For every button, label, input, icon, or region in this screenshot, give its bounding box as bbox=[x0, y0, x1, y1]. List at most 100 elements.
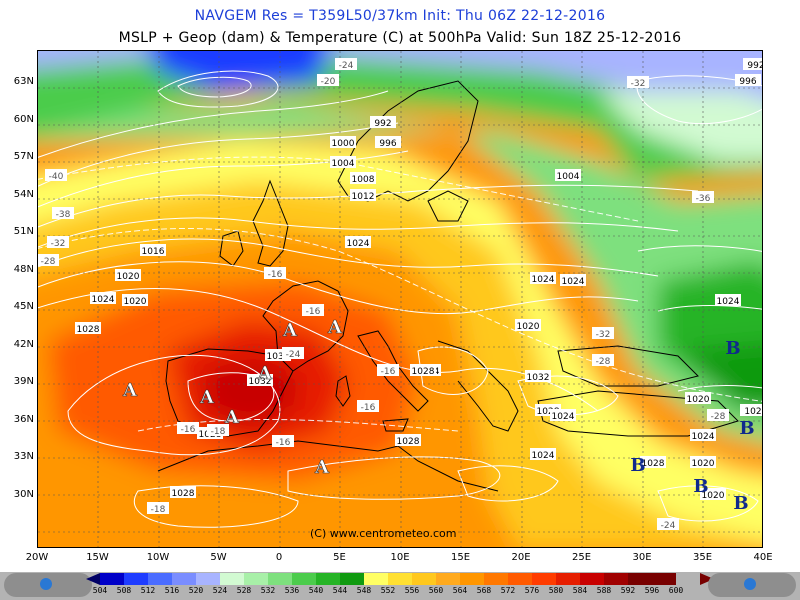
isobar-label-bg bbox=[555, 169, 581, 181]
legend-level: 596 bbox=[644, 586, 660, 595]
centrometeo-logo-left[interactable]: centrometeo bbox=[4, 573, 92, 597]
isobar-label-bg bbox=[700, 488, 726, 500]
legend-swatch bbox=[580, 573, 604, 585]
legend-level: 572 bbox=[500, 586, 516, 595]
isobar-label: 1024 bbox=[92, 295, 115, 305]
isobar-label: 1020 bbox=[124, 297, 147, 307]
lat-label: 48N bbox=[13, 263, 34, 275]
lat-label: 63N bbox=[13, 76, 34, 87]
lat-label: 60N bbox=[13, 113, 34, 125]
lat-label: 45N bbox=[13, 301, 34, 312]
isobar-label-bg bbox=[640, 456, 666, 468]
isobar-label-bg bbox=[247, 374, 273, 386]
isobar-label: 996 bbox=[379, 139, 396, 149]
legend-swatch bbox=[244, 573, 268, 585]
temp-label-bg bbox=[707, 409, 729, 421]
legend-level: 556 bbox=[404, 586, 420, 595]
isobars bbox=[38, 70, 762, 528]
isobar-label: 1028 bbox=[412, 367, 435, 377]
legend-swatch bbox=[628, 573, 652, 585]
temp-label-bg bbox=[272, 435, 294, 447]
legend-level: 516 bbox=[164, 586, 180, 595]
temperature-label: -28 bbox=[596, 357, 611, 367]
lat-label: 51N bbox=[13, 226, 34, 237]
isobar-label-bg bbox=[743, 58, 762, 70]
low-pressure-marker: B bbox=[693, 476, 708, 497]
lon-label: 40E bbox=[753, 552, 773, 563]
legend-level: 520 bbox=[188, 586, 204, 595]
high-pressure-marker: A bbox=[224, 407, 240, 428]
temperature-label: -18 bbox=[211, 427, 226, 437]
isobar-label: 1028 bbox=[397, 437, 420, 447]
temperature-label: -16 bbox=[181, 425, 196, 435]
isobar-label-bg bbox=[550, 409, 576, 421]
isobar-label: 1028 bbox=[642, 459, 665, 469]
isobar-label-bg bbox=[690, 429, 716, 441]
isobar-label-bg bbox=[560, 274, 586, 286]
temp-label-bg bbox=[692, 191, 714, 203]
isobar-label: 1028 bbox=[77, 325, 100, 335]
lon-label: 10W bbox=[146, 552, 170, 563]
lon-label: 0 bbox=[275, 552, 283, 563]
isobar-label-bg bbox=[685, 392, 711, 404]
high-pressure-marker: A bbox=[314, 457, 330, 478]
temp-label-bg bbox=[264, 267, 286, 279]
legend-swatch bbox=[388, 573, 412, 585]
high-pressure-marker: A bbox=[122, 380, 138, 401]
temp-label-bg bbox=[335, 58, 357, 70]
lon-label: 25E bbox=[571, 552, 592, 563]
legend-swatch bbox=[100, 573, 124, 585]
legend-swatch bbox=[532, 573, 556, 585]
high-pressure-marker: A bbox=[327, 317, 343, 338]
legend-level: 548 bbox=[356, 586, 372, 595]
legend-swatch bbox=[652, 573, 676, 585]
temperature-label: -40 bbox=[49, 172, 64, 182]
temperature-label: -24 bbox=[286, 350, 301, 360]
legend-level: 544 bbox=[332, 586, 348, 595]
temperature-label: -28 bbox=[711, 412, 726, 422]
temp-label-bg bbox=[592, 327, 614, 339]
isobar-label: 1024 bbox=[532, 275, 555, 285]
model-run-title: NAVGEM Res = T359L50/37km Init: Thu 06Z … bbox=[194, 8, 606, 24]
high-pressure-marker: A bbox=[199, 387, 215, 408]
low-pressure-marker: B bbox=[725, 338, 740, 359]
isobar-label: 996 bbox=[739, 77, 756, 87]
isobar-label: 1028 bbox=[537, 407, 560, 417]
temperature-label: -36 bbox=[696, 194, 711, 204]
low-pressure-marker: B bbox=[630, 455, 645, 476]
legend-level: 580 bbox=[548, 586, 564, 595]
temp-label-bg bbox=[177, 422, 199, 434]
temp-label-bg bbox=[627, 76, 649, 88]
isobar-label: 992 bbox=[374, 119, 391, 129]
globe-icon bbox=[40, 578, 52, 590]
legend-level: 584 bbox=[572, 586, 588, 595]
temp-label-bg bbox=[377, 364, 399, 376]
isobar-label: 1020 bbox=[117, 272, 140, 282]
isobar-label-bg bbox=[122, 294, 148, 306]
isobar-label-bg bbox=[410, 364, 436, 376]
isobar-label: 1000 bbox=[332, 139, 355, 149]
temp-label-bg bbox=[282, 347, 304, 359]
temperature-label: -38 bbox=[56, 210, 71, 220]
isobar-label-bg bbox=[115, 269, 141, 281]
legend-swatch bbox=[508, 573, 532, 585]
isobar-label: 1012 bbox=[352, 192, 375, 202]
temperature-label: -16 bbox=[276, 438, 291, 448]
legend-level: 528 bbox=[236, 586, 252, 595]
isobar-label: 1020 bbox=[517, 322, 540, 332]
isobar-label-bg bbox=[375, 136, 401, 148]
temperature-label: -28 bbox=[41, 257, 56, 267]
legend-level: 536 bbox=[284, 586, 300, 595]
isobar-label: 1032 bbox=[249, 377, 272, 387]
legend-swatch bbox=[148, 573, 172, 585]
centrometeo-logo-right[interactable]: centrometeo bbox=[708, 573, 796, 597]
legend-level: 592 bbox=[620, 586, 636, 595]
lon-label: 10E bbox=[390, 552, 410, 563]
lon-label: 20W bbox=[25, 552, 49, 563]
isobar-label-bg bbox=[690, 456, 716, 468]
legend-swatch bbox=[484, 573, 508, 585]
isobar-label: 1020 bbox=[702, 491, 725, 501]
isobar-label: 1016 bbox=[142, 247, 165, 257]
temperature-label: -24 bbox=[661, 521, 676, 531]
legend-level: 552 bbox=[380, 586, 396, 595]
